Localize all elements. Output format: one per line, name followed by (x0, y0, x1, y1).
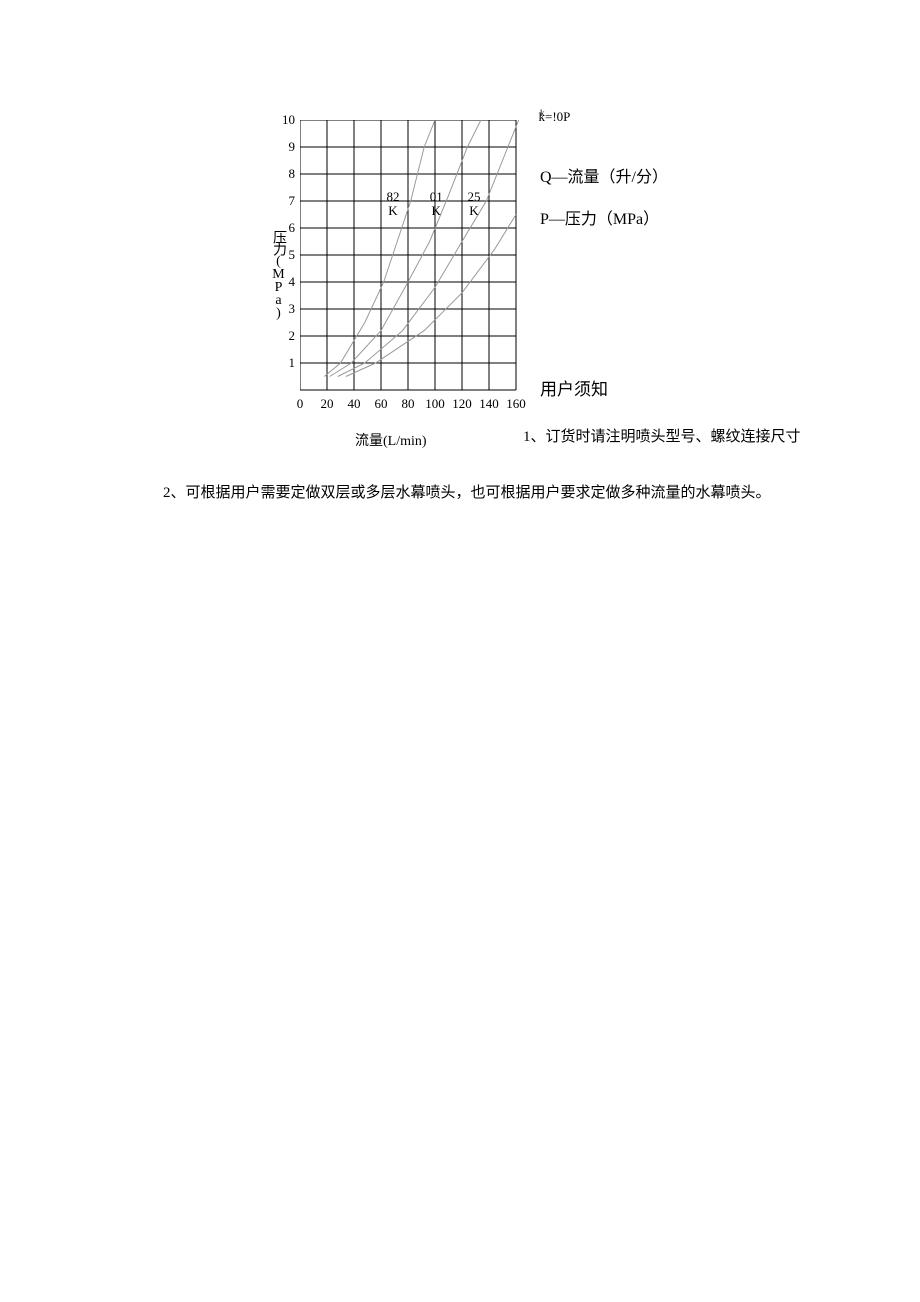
flow-pressure-chart (300, 120, 520, 400)
y-tick: 9 (275, 139, 295, 155)
x-tick: 80 (398, 396, 418, 412)
curve-label: 01K (430, 190, 443, 219)
curve-label: 82K (387, 190, 400, 219)
y-tick: 8 (275, 166, 295, 182)
x-tick: 20 (317, 396, 337, 412)
page: 12345678910 020406080100120140160 82K01K… (0, 0, 920, 1302)
legend-q: Q—流量（升/分） (540, 163, 668, 187)
x-tick: 160 (506, 396, 526, 412)
x-tick: 100 (425, 396, 445, 412)
y-tick: 10 (275, 112, 295, 128)
notice-item-1: 1、订货时请注明喷头型号、螺纹连接尺寸 (523, 425, 843, 451)
x-tick: 140 (479, 396, 499, 412)
x-tick: 60 (371, 396, 391, 412)
y-tick: 2 (275, 328, 295, 344)
y-tick: 7 (275, 193, 295, 209)
x-tick: 0 (290, 396, 310, 412)
notice-item-2: 2、可根据用户需要定做双层或多层水幕喷头，也可根据用户要求定做多种流量的水幕喷头… (163, 482, 863, 505)
x-axis-label: 流量(L/min) (355, 430, 427, 450)
notice-title: 用户须知 (540, 375, 608, 400)
curve-label: 25K (468, 190, 481, 219)
y-tick: 1 (275, 355, 295, 371)
x-tick: 40 (344, 396, 364, 412)
formula-text: kk=!0P (540, 108, 570, 125)
x-tick: 120 (452, 396, 472, 412)
legend-p: P—压力（MPa） (540, 205, 659, 229)
y-axis-label: 压力(MPa) (268, 230, 288, 319)
